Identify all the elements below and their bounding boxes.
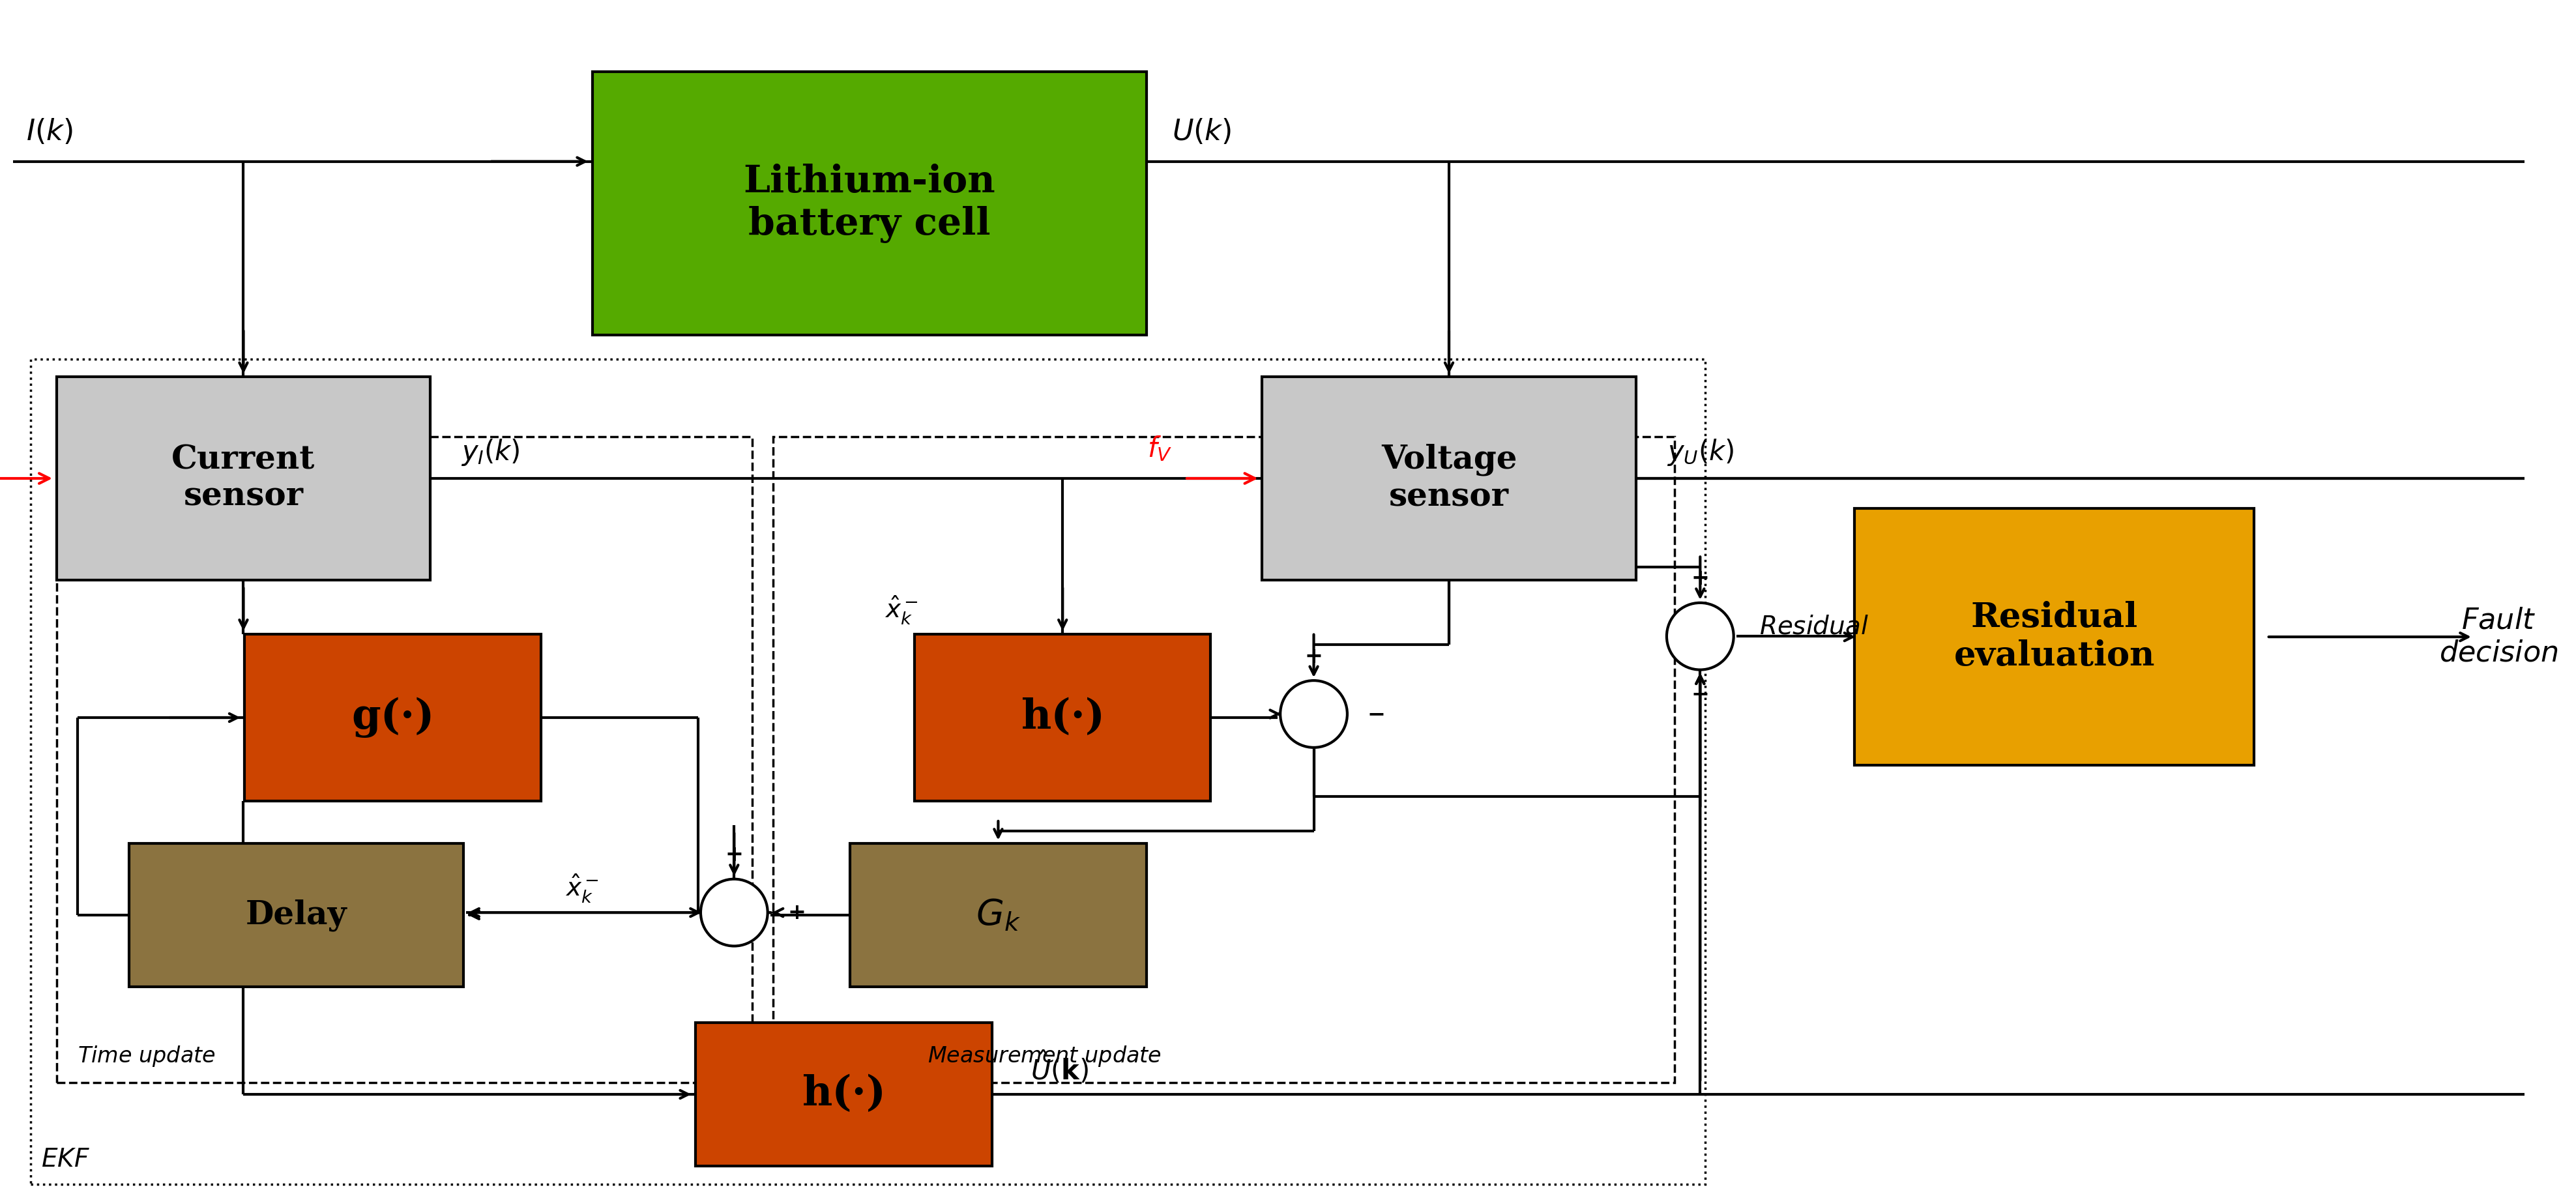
Text: $I(k)$: $I(k)$ bbox=[26, 117, 72, 146]
FancyBboxPatch shape bbox=[914, 634, 1211, 801]
Bar bbox=[773, 437, 1674, 1082]
Text: $Residual$: $Residual$ bbox=[1759, 615, 1868, 639]
Text: $f_V$: $f_V$ bbox=[1146, 434, 1172, 463]
Text: $Measurement\ update$: $Measurement\ update$ bbox=[927, 1044, 1162, 1068]
Text: −: − bbox=[1690, 683, 1710, 704]
FancyBboxPatch shape bbox=[696, 1023, 992, 1166]
Text: Delay: Delay bbox=[245, 899, 348, 930]
Text: +: + bbox=[724, 844, 744, 866]
Text: −: − bbox=[1368, 703, 1386, 725]
Text: +: + bbox=[788, 902, 806, 923]
Text: $\hat{U}(\mathbf{k})$: $\hat{U}(\mathbf{k})$ bbox=[1030, 1050, 1090, 1086]
Ellipse shape bbox=[1667, 603, 1734, 670]
FancyBboxPatch shape bbox=[1855, 508, 2254, 765]
Text: Residual
evaluation: Residual evaluation bbox=[1953, 602, 2156, 672]
Text: g(·): g(·) bbox=[350, 697, 435, 738]
FancyBboxPatch shape bbox=[57, 377, 430, 580]
Text: $Fault$
$decision$: $Fault$ $decision$ bbox=[2439, 606, 2558, 667]
Ellipse shape bbox=[701, 879, 768, 946]
Text: Voltage
sensor: Voltage sensor bbox=[1381, 444, 1517, 513]
Text: $y_U(k)$: $y_U(k)$ bbox=[1667, 437, 1734, 468]
Text: h(·): h(·) bbox=[1020, 697, 1105, 738]
Text: $\hat{x}_k^-$: $\hat{x}_k^-$ bbox=[564, 873, 600, 904]
Text: $\hat{x}_k^-$: $\hat{x}_k^-$ bbox=[884, 594, 920, 626]
Text: +: + bbox=[1690, 568, 1710, 590]
FancyBboxPatch shape bbox=[1262, 377, 1636, 580]
Bar bbox=[57, 437, 752, 1082]
FancyBboxPatch shape bbox=[245, 634, 541, 801]
FancyBboxPatch shape bbox=[592, 72, 1146, 335]
FancyBboxPatch shape bbox=[129, 843, 464, 987]
Text: Lithium-ion
battery cell: Lithium-ion battery cell bbox=[744, 164, 994, 243]
Text: $EKF$: $EKF$ bbox=[41, 1148, 90, 1172]
FancyBboxPatch shape bbox=[850, 843, 1146, 987]
Text: $U(k)$: $U(k)$ bbox=[1172, 117, 1231, 146]
Text: $y_I(k)$: $y_I(k)$ bbox=[461, 437, 520, 468]
Text: $Time\ update$: $Time\ update$ bbox=[77, 1044, 216, 1068]
Text: h(·): h(·) bbox=[801, 1074, 886, 1115]
Text: Current
sensor: Current sensor bbox=[173, 444, 314, 513]
Bar bbox=[31, 359, 1705, 1184]
Text: $G_k$: $G_k$ bbox=[976, 897, 1020, 933]
Text: +: + bbox=[1303, 646, 1324, 667]
Ellipse shape bbox=[1280, 681, 1347, 748]
